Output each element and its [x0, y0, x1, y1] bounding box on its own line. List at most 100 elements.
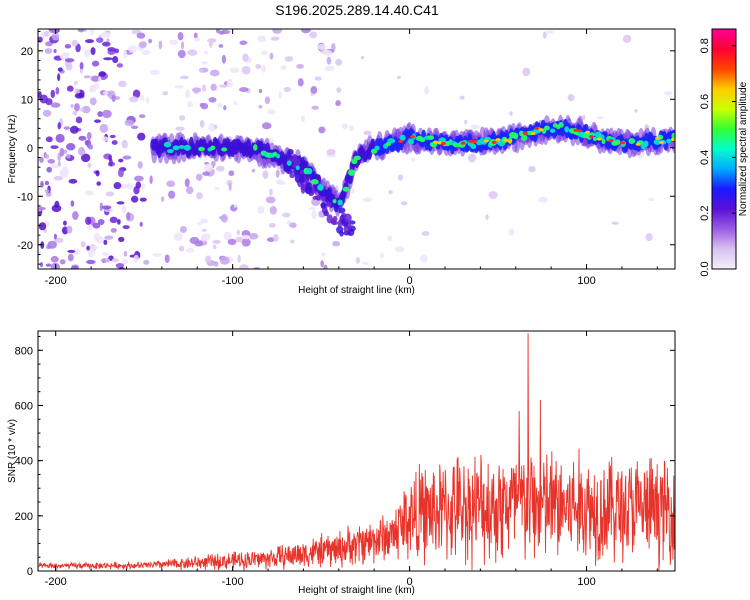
noise-blob	[363, 130, 372, 136]
noise-blob	[149, 175, 153, 185]
noise-blob	[241, 238, 251, 247]
ridge-mid	[671, 132, 675, 140]
noise-blob	[101, 109, 112, 119]
noise-blob	[38, 91, 42, 99]
noise-blob	[269, 188, 273, 196]
ridge-hot	[577, 129, 583, 133]
noise-blob	[57, 67, 63, 72]
noise-blob	[89, 97, 97, 106]
ridge-mid	[628, 138, 636, 144]
noise-blob	[63, 149, 68, 154]
noise-blob	[97, 111, 103, 117]
noise-blob	[62, 226, 69, 235]
noise-blob	[219, 256, 230, 265]
ridge-branch	[323, 210, 329, 217]
noise-blob	[72, 110, 78, 116]
ridge-branch	[292, 153, 298, 164]
noise-blob	[251, 168, 256, 173]
ridge-mid	[198, 146, 205, 152]
noise-blob	[582, 114, 586, 121]
noise-blob	[87, 162, 92, 168]
x-axis-label: Height of straight line (km)	[298, 285, 415, 296]
noise-blob	[66, 153, 71, 159]
noise-blob	[117, 168, 124, 178]
ridge-mid	[518, 130, 524, 137]
ridge-hot	[460, 141, 466, 145]
noise-blob	[184, 178, 190, 188]
noise-blob	[101, 31, 111, 38]
ridge-mid	[387, 138, 396, 144]
noise-blob	[242, 53, 249, 62]
noise-blob	[485, 214, 489, 220]
noise-blob	[394, 246, 405, 253]
ridge-mid	[310, 179, 319, 185]
noise-blob	[138, 114, 146, 119]
noise-blob	[348, 125, 354, 131]
noise-blob	[59, 169, 69, 178]
noise-blob	[101, 136, 109, 142]
noise-blob	[166, 180, 176, 188]
noise-blob	[177, 32, 184, 41]
noise-blob	[161, 196, 165, 203]
noise-blob	[44, 48, 53, 54]
noise-blob	[112, 55, 119, 64]
noise-blob	[258, 104, 263, 109]
noise-blob	[116, 201, 125, 205]
ridge-hot	[588, 135, 594, 139]
noise-blob	[96, 181, 102, 186]
noise-blob	[111, 140, 118, 145]
noise-blob	[185, 247, 195, 253]
ridge-branch	[343, 213, 352, 223]
ridge-hot	[534, 126, 540, 131]
noise-blob	[207, 38, 217, 43]
noise-blob	[123, 250, 128, 257]
noise-blob	[101, 205, 112, 210]
noise-blob	[545, 30, 554, 34]
noise-blob	[283, 86, 291, 93]
ridge-branch	[339, 230, 344, 237]
noise-blob	[122, 225, 130, 230]
noise-blob	[332, 241, 341, 247]
noise-blob	[45, 98, 53, 106]
ridge-mid	[653, 138, 661, 145]
ridge-hot	[433, 140, 439, 144]
y-tick-label: -10	[17, 191, 33, 203]
noise-blob	[53, 175, 64, 181]
noise-blob	[141, 183, 146, 190]
noise-blob	[208, 97, 217, 103]
noise-blob	[74, 92, 85, 99]
noise-blob	[227, 238, 237, 246]
noise-blob	[379, 252, 384, 259]
noise-blob	[567, 93, 575, 102]
ridge-hot	[483, 139, 489, 143]
noise-blob	[311, 105, 319, 110]
noise-blob	[173, 232, 183, 242]
y-tick-label: -20	[17, 240, 33, 252]
ridge-mid	[183, 144, 191, 151]
noise-blob	[39, 262, 44, 268]
noise-blob	[219, 84, 229, 88]
ridge-branch	[283, 164, 292, 173]
noise-blob	[70, 104, 74, 108]
noise-blob	[69, 125, 79, 134]
ridge-hot	[573, 128, 579, 132]
ridge-mid	[427, 135, 435, 140]
ridge-branch	[343, 224, 350, 234]
noise-blob	[248, 233, 259, 240]
noise-blob	[470, 124, 480, 130]
noise-blob	[355, 256, 361, 264]
noise-blob	[85, 216, 92, 225]
noise-blob	[275, 179, 284, 185]
noise-blob	[351, 188, 355, 194]
noise-blob	[102, 251, 110, 257]
noise-blob	[141, 49, 151, 55]
x-tick-label: 100	[577, 275, 595, 287]
noise-blob	[118, 80, 127, 88]
snr-series-line	[38, 333, 675, 571]
noise-blob	[72, 211, 79, 220]
noise-blob	[508, 228, 515, 236]
noise-blob	[111, 94, 116, 102]
noise-blob	[87, 144, 94, 150]
noise-blob	[611, 221, 619, 225]
